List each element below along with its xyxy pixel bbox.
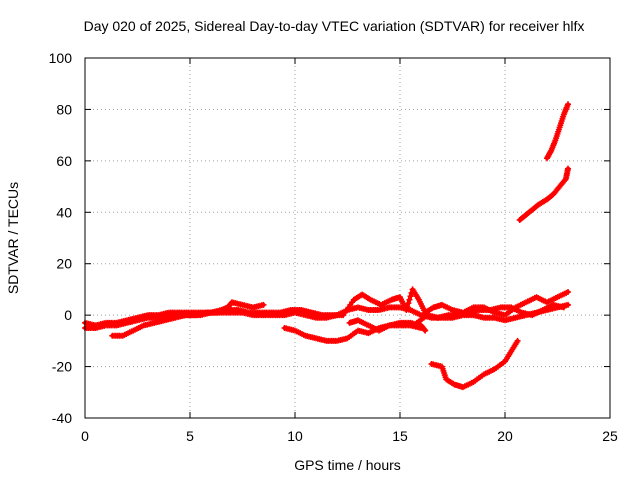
data-point — [422, 327, 429, 334]
data-point — [260, 301, 267, 308]
data-point — [403, 307, 410, 313]
data-point — [514, 337, 521, 344]
y-tick-label: 40 — [56, 204, 72, 220]
y-tick-label: -40 — [52, 410, 72, 426]
chart-title: Day 020 of 2025, Sidereal Day-to-day VTE… — [83, 18, 585, 34]
plot-frame — [84, 57, 611, 419]
series-trace — [544, 101, 571, 162]
data-point — [565, 101, 571, 108]
x-tick-label: 15 — [392, 428, 408, 444]
y-tick-label: 80 — [56, 101, 72, 117]
data-point — [560, 304, 567, 311]
grid-lines — [85, 58, 610, 418]
series-trace — [428, 337, 521, 391]
x-tick-label: 10 — [287, 428, 303, 444]
x-tick-label: 20 — [497, 428, 513, 444]
y-tick-label: -20 — [52, 359, 72, 375]
y-tick-label: 20 — [56, 256, 72, 272]
data-point — [406, 296, 413, 303]
series-trace — [413, 301, 567, 326]
series-trace — [516, 165, 571, 223]
y-axis-label: SDTVAR / TECUs — [5, 181, 21, 295]
data-point — [418, 325, 424, 331]
y-tick-label: 0 — [64, 307, 72, 323]
data-point — [565, 301, 571, 308]
x-tick-label: 25 — [602, 428, 618, 444]
y-axis-ticks: -40 -20 0 20 40 60 80 100 — [49, 50, 610, 426]
y-tick-label: 60 — [56, 153, 72, 169]
data-series — [82, 101, 571, 391]
x-tick-label: 0 — [81, 428, 89, 444]
y-tick-label: 100 — [49, 50, 73, 66]
data-point — [407, 293, 414, 300]
x-tick-label: 5 — [186, 428, 194, 444]
data-point — [565, 165, 571, 172]
series-trace — [346, 317, 424, 334]
data-point — [565, 289, 571, 295]
data-point — [404, 303, 411, 310]
x-axis-label: GPS time / hours — [294, 457, 401, 473]
data-point — [405, 300, 412, 307]
x-axis-ticks: 0 5 10 15 20 25 — [81, 58, 618, 444]
